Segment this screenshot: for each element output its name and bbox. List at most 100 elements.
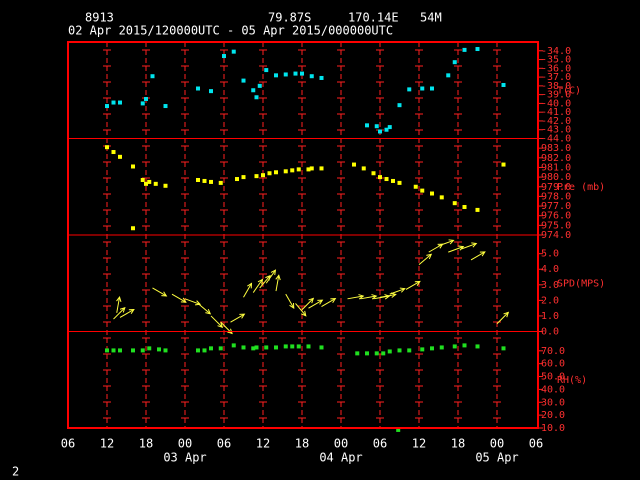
x-tick-label: 18 — [451, 437, 465, 451]
data-point — [157, 347, 161, 352]
y-tick-label: 978.0 — [541, 191, 571, 202]
arrow-head — [426, 253, 433, 260]
data-point — [397, 348, 402, 353]
data-point — [319, 345, 324, 350]
data-point — [196, 348, 200, 353]
data-point — [147, 179, 152, 184]
y-tick-label: -41.0 — [541, 107, 571, 118]
y-axis-label: SPD(MPS) — [557, 278, 605, 289]
arrow-head — [116, 295, 122, 302]
wind-arrow — [389, 287, 406, 295]
data-point — [264, 345, 269, 350]
arrow-head — [180, 297, 187, 303]
longitude: 170.14E — [348, 11, 399, 25]
wind-arrow — [448, 245, 465, 253]
y-axis-label: T(C) — [557, 85, 581, 96]
data-point — [391, 178, 395, 183]
x-tick-label: 06 — [373, 437, 387, 451]
y-tick-label: 60.0 — [541, 359, 565, 370]
data-point — [153, 181, 158, 186]
wind-arrow — [116, 295, 122, 313]
arrow-shaft — [301, 298, 314, 311]
data-point — [105, 145, 109, 150]
data-point — [251, 346, 256, 351]
data-point — [283, 344, 288, 349]
wind-arrow — [275, 274, 281, 292]
data-point — [430, 191, 434, 196]
arrow-head — [195, 300, 202, 306]
data-point — [241, 78, 246, 83]
y-tick-label: 0.0 — [541, 327, 559, 338]
data-point — [475, 344, 480, 349]
wind-arrow — [285, 293, 295, 309]
plot-frame — [67, 41, 539, 429]
data-point — [462, 205, 467, 210]
date-label: 03 Apr — [163, 451, 206, 465]
data-point — [111, 100, 116, 105]
data-point — [231, 49, 236, 54]
wind-arrow — [113, 306, 126, 320]
x-tick-label: 06 — [217, 437, 231, 451]
date-label: 04 Apr — [319, 451, 362, 465]
wind-arrow — [321, 298, 337, 308]
data-point — [296, 167, 301, 172]
wind-arrow — [171, 293, 187, 303]
x-tick-label: 18 — [139, 437, 153, 451]
arrow-head — [161, 291, 168, 297]
y-tick-label: -39.0 — [541, 90, 571, 101]
y-tick-label: -34.0 — [541, 46, 571, 57]
data-point — [446, 73, 451, 78]
data-point — [163, 104, 168, 109]
arrow-head — [205, 308, 212, 315]
data-point — [257, 83, 262, 88]
data-point — [196, 86, 200, 91]
wind-arrow — [197, 303, 212, 315]
data-point — [374, 124, 379, 129]
arrow-shaft — [347, 295, 364, 300]
data-point — [387, 125, 392, 130]
data-point — [254, 345, 259, 350]
arrow-head — [371, 294, 378, 300]
data-point — [274, 73, 278, 78]
data-point — [365, 351, 369, 356]
arrow-shaft — [259, 275, 271, 289]
y-tick-label: 70.0 — [541, 346, 565, 357]
arrow-shaft — [275, 275, 280, 292]
data-point — [209, 89, 213, 94]
x-tick-label: 12 — [256, 437, 270, 451]
x-tick-label: 12 — [412, 437, 426, 451]
y-tick-label: 10.0 — [541, 423, 565, 434]
page-number: 2 — [12, 465, 19, 479]
y-tick-label: 40.0 — [541, 384, 565, 395]
data-point — [202, 178, 207, 183]
arrow-shaft — [448, 246, 464, 253]
y-tick-label: -38.0 — [541, 81, 571, 92]
latitude: 79.87S — [268, 11, 311, 25]
data-point — [202, 348, 207, 353]
wind-arrow — [230, 313, 246, 323]
data-point — [430, 86, 434, 91]
data-point — [283, 169, 288, 174]
data-point — [105, 104, 109, 109]
y-tick-label: 2.0 — [541, 295, 559, 306]
data-point — [235, 177, 239, 182]
y-tick-label: 3.0 — [541, 280, 559, 291]
data-point — [241, 345, 246, 350]
arrow-shaft — [360, 295, 377, 300]
data-point — [365, 123, 369, 128]
y-axis-label: RH(%) — [557, 375, 587, 386]
arrow-shaft — [405, 281, 421, 290]
arrow-head — [270, 269, 277, 276]
data-point — [462, 343, 467, 348]
data-point — [407, 87, 412, 92]
data-point — [384, 127, 389, 132]
arrow-shaft — [210, 315, 223, 328]
data-point — [384, 177, 389, 182]
x-tick-label: 00 — [178, 437, 192, 451]
y-tick-label: 50.0 — [541, 372, 565, 383]
data-point — [283, 72, 288, 77]
arrow-head — [227, 328, 233, 335]
arrow-head — [275, 274, 281, 281]
data-point — [261, 173, 265, 178]
wind-arrow — [470, 251, 486, 261]
